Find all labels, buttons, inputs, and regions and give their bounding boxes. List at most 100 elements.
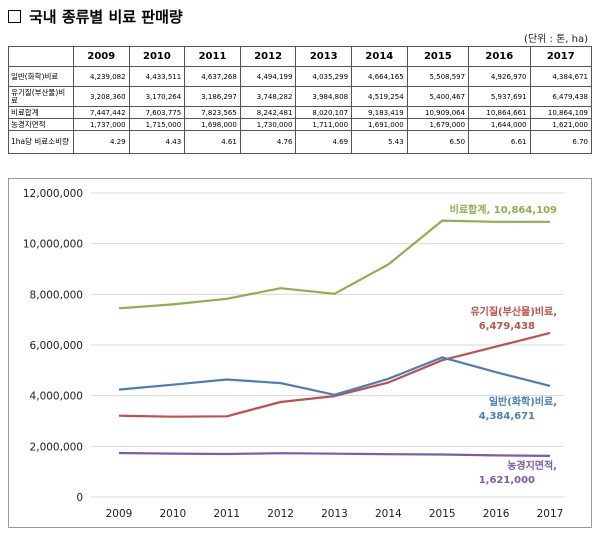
- table-header-row: 2009 2010 2011 2012 2013 2014 2015 2016 …: [8, 46, 592, 67]
- table-cell: 4.69: [295, 130, 353, 154]
- table-cell: 4,384,671: [529, 66, 592, 87]
- x-tick-label: 2010: [160, 508, 187, 520]
- table-cell: 4,519,254: [351, 86, 408, 107]
- table-cell: 3,186,297: [184, 86, 241, 107]
- table-cell: 9,183,419: [351, 106, 408, 119]
- table-row: 유기질(부산물)비료 3,208,360 3,170,264 3,186,297…: [8, 86, 592, 107]
- table-row: 일반(화학)비료 4,239,082 4,433,511 4,637,268 4…: [8, 66, 592, 87]
- series-line: [118, 451, 551, 457]
- year-header: 2011: [184, 46, 241, 67]
- table-row: 비료합계 7,447,442 7,603,775 7,823,565 8,242…: [8, 106, 592, 119]
- table-cell: 1,730,000: [239, 118, 297, 131]
- table-cell: 3,984,808: [295, 86, 353, 107]
- x-tick-label: 2009: [106, 508, 133, 520]
- year-header: 2010: [128, 46, 186, 67]
- table-cell: 3,208,360: [73, 86, 130, 107]
- line-chart: 0 2,000,000 4,000,000 6,000,000 8,000,000 10,…: [8, 178, 592, 528]
- table-cell: 5,937,691: [468, 86, 531, 107]
- y-tick-label: 6,000,000: [30, 340, 83, 352]
- page-title: 국내 종류별 비료 판매량: [8, 6, 183, 27]
- series-value-label: 1,621,000: [479, 475, 535, 486]
- series-name-label: 유기질(부산물)비료,: [470, 305, 557, 318]
- data-table: 2009 2010 2011 2012 2013 2014 2015 2016 …: [8, 46, 592, 154]
- y-tick-label: 2,000,000: [30, 441, 83, 453]
- table-cell: 1,698,000: [184, 118, 241, 131]
- table-cell: 1,644,000: [468, 118, 531, 131]
- table-cell: 10,909,064: [406, 106, 470, 119]
- table-cell: 4.43: [128, 130, 186, 154]
- table-cell: 8,020,107: [295, 106, 353, 119]
- title-text: 국내 종류별 비료 판매량: [29, 8, 183, 26]
- table-cell: 1,679,000: [406, 118, 470, 131]
- table-cell: 3,170,264: [128, 86, 186, 107]
- table-cell: 6.61: [468, 130, 531, 154]
- year-header: 2014: [351, 46, 408, 67]
- table-row: 농경지면적 1,737,000 1,715,000 1,698,000 1,73…: [8, 118, 592, 131]
- table-cell: 7,823,565: [184, 106, 241, 119]
- table-cell: 1,715,000: [128, 118, 186, 131]
- table-cell: 4,926,970: [468, 66, 531, 87]
- series-value-label: 6,479,438: [479, 321, 535, 332]
- series-line: [118, 219, 550, 310]
- series-name-label: 농경지면적,: [507, 459, 557, 472]
- y-tick-label: 0: [76, 492, 83, 504]
- table-cell: 4,664,165: [351, 66, 408, 87]
- year-header: 2016: [468, 46, 531, 67]
- table-cell: 7,603,775: [128, 106, 186, 119]
- table-cell: 5.43: [351, 130, 408, 154]
- y-tick-label: 10,000,000: [23, 239, 83, 251]
- table-cell: 6.50: [406, 130, 470, 154]
- table-cell: 3,748,282: [239, 86, 297, 107]
- x-tick-label: 2012: [267, 508, 294, 520]
- year-header: 2017: [529, 46, 592, 67]
- x-tick-label: 2014: [375, 508, 402, 520]
- table-cell: 4,637,268: [184, 66, 241, 87]
- table-cell: 7,447,442: [73, 106, 130, 119]
- series-line: [118, 356, 551, 396]
- year-header: 2015: [406, 46, 470, 67]
- x-tick-label: 2015: [429, 508, 456, 520]
- table-cell: 4,035,299: [295, 66, 353, 87]
- table-cell: 4.76: [239, 130, 297, 154]
- y-tick-label: 4,000,000: [30, 391, 83, 403]
- series-name-label: 일반(화학)비료,: [489, 395, 557, 408]
- row-label: 비료합계: [8, 106, 74, 119]
- y-tick-label: 12,000,000: [23, 188, 83, 200]
- table-cell: 6.70: [529, 130, 592, 154]
- table-cell: 10,864,661: [468, 106, 531, 119]
- table-cell: 1,691,000: [351, 118, 408, 131]
- row-label: 농경지면적: [8, 118, 74, 131]
- year-header: 2009: [73, 46, 130, 67]
- year-header: 2013: [295, 46, 353, 67]
- row-label: 유기질(부산물)비료: [8, 86, 74, 107]
- y-tick-label: 8,000,000: [30, 289, 83, 301]
- table-cell: 1,737,000: [73, 118, 130, 131]
- x-tick-label: 2013: [321, 508, 348, 520]
- table-cell: 4,239,082: [73, 66, 130, 87]
- series-value-label: 4,384,671: [479, 411, 535, 422]
- table-row: 1ha당 비료소비량 4.29 4.43 4.61 4.76 4.69 5.43…: [8, 130, 592, 154]
- table-cell: 4,433,511: [128, 66, 186, 87]
- x-tick-label: 2016: [483, 508, 510, 520]
- table-corner-cell: [8, 46, 74, 67]
- row-label: 1ha당 비료소비량: [8, 130, 74, 154]
- series-end-label: 비료합계, 10,864,109: [450, 203, 557, 216]
- table-cell: 6,479,438: [529, 86, 592, 107]
- table-cell: 8,242,481: [239, 106, 297, 119]
- table-cell: 10,864,109: [529, 106, 592, 119]
- table-cell: 4.29: [73, 130, 130, 154]
- table-cell: 4.61: [184, 130, 241, 154]
- row-label: 일반(화학)비료: [8, 66, 74, 87]
- chart-svg: 0 2,000,000 4,000,000 6,000,000 8,000,000 10,…: [23, 188, 564, 520]
- table-cell: 1,621,000: [529, 118, 592, 131]
- table-cell: 5,508,597: [406, 66, 470, 87]
- year-header: 2012: [239, 46, 297, 67]
- series-line: [118, 331, 551, 418]
- table-cell: 5,400,467: [406, 86, 470, 107]
- x-tick-label: 2011: [213, 508, 240, 520]
- unit-note: (단위 : 톤, ha): [524, 34, 588, 45]
- x-tick-label: 2017: [537, 508, 564, 520]
- table-cell: 4,494,199: [239, 66, 297, 87]
- table-cell: 1,711,000: [295, 118, 353, 131]
- checkbox-square-icon: [8, 10, 21, 23]
